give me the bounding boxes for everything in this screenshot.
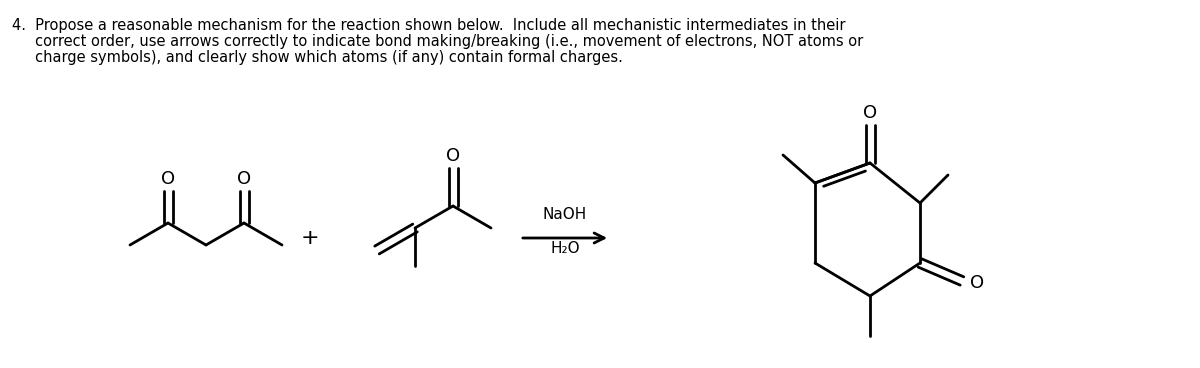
Text: correct order, use arrows correctly to indicate bond making/breaking (i.e., move: correct order, use arrows correctly to i… <box>12 34 863 49</box>
Text: H₂O: H₂O <box>550 241 580 256</box>
Text: O: O <box>970 274 984 292</box>
Text: O: O <box>161 170 175 188</box>
Text: O: O <box>863 104 877 122</box>
Text: NaOH: NaOH <box>542 207 587 222</box>
Text: O: O <box>236 170 251 188</box>
Text: O: O <box>446 147 460 165</box>
Text: charge symbols), and clearly show which atoms (if any) contain formal charges.: charge symbols), and clearly show which … <box>12 50 623 65</box>
Text: +: + <box>301 228 319 248</box>
Text: 4.  Propose a reasonable mechanism for the reaction shown below.  Include all me: 4. Propose a reasonable mechanism for th… <box>12 18 846 33</box>
